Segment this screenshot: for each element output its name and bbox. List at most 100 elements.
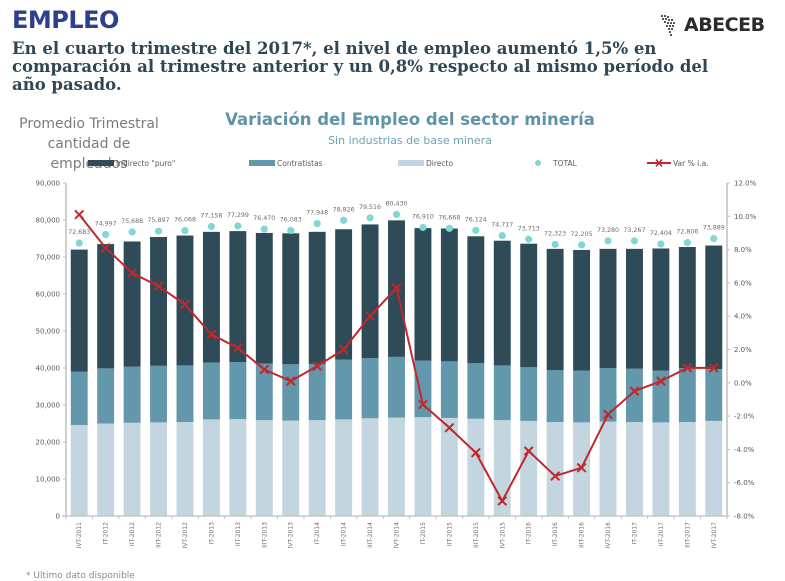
total-data-label: 73,267 [623, 227, 645, 234]
bar-contratistas [202, 362, 220, 420]
y2-tick-label: 12.0% [734, 180, 757, 188]
y-tick-label: 40,000 [36, 365, 61, 373]
x-tick-label: IIIT-2015 [473, 522, 480, 548]
bar-indirecto [308, 231, 326, 364]
legend-var-label: Var % i.a. [673, 159, 709, 168]
south-america-map-icon [661, 15, 675, 36]
bar-contratistas [440, 361, 458, 418]
var-marker-stroke [312, 361, 323, 372]
total-data-label: 76,470 [253, 215, 275, 222]
x-tick-label: IT-2015 [420, 522, 427, 545]
var-marker-stroke [576, 462, 587, 473]
bar-contratistas [599, 368, 617, 422]
total-dot [181, 226, 189, 235]
logo-text: ABECEB [684, 14, 765, 36]
total-dot [551, 240, 559, 249]
total-data-label: 76,124 [465, 216, 487, 223]
bar-directo [229, 419, 247, 516]
var-marker [418, 399, 428, 410]
y-tick-label: 90,000 [36, 180, 61, 188]
bar-contratistas [97, 368, 115, 424]
bar-indirecto [282, 233, 300, 365]
x-tick-label: IT-2014 [314, 522, 321, 545]
bar-directo [546, 422, 564, 516]
footnote: * Ultimo dato disponible [26, 571, 135, 581]
headline: En el cuarto trimestre del 2017*, el niv… [12, 39, 709, 94]
var-marker [232, 342, 243, 353]
var-marker [180, 299, 190, 310]
total-dot [75, 239, 83, 247]
var-marker [391, 282, 402, 293]
total-dot [366, 214, 374, 222]
bar-indirecto [123, 241, 141, 367]
total-data-label: 73,280 [597, 227, 619, 234]
total-dot [419, 223, 427, 232]
total-data-label: 74,997 [95, 221, 117, 228]
total-dot [498, 231, 506, 240]
x-tick-label: IVT-2015 [499, 522, 506, 549]
page-title: EMPLEO [12, 6, 119, 34]
x-tick-label: IIT-2014 [341, 522, 348, 546]
var-marker-stroke [74, 209, 85, 220]
x-tick-label: IIT-2013 [235, 522, 242, 546]
var-marker [444, 422, 455, 433]
bar-contratistas [229, 362, 247, 420]
bar-directo [335, 419, 353, 516]
bar-contratistas [335, 359, 353, 420]
total-dot [313, 219, 321, 228]
var-marker-stroke [232, 342, 243, 353]
var-marker-stroke [655, 376, 666, 387]
var-marker [497, 496, 508, 506]
x-tick-label: IVT-2016 [605, 522, 612, 549]
bar-contratistas [150, 365, 168, 423]
total-data-label: 78,826 [333, 206, 355, 213]
y-tick-label: 10,000 [36, 476, 61, 484]
bar-indirecto [467, 236, 485, 364]
x-tick-label: IIIT-2016 [579, 522, 586, 548]
legend-directo: Directo [398, 159, 453, 168]
y-tick-label: 30,000 [36, 402, 61, 410]
bar-contratistas [467, 363, 485, 419]
bar-indirecto [414, 228, 432, 361]
var-marker [576, 462, 587, 473]
legend-total-label: TOTAL [552, 159, 578, 168]
total-dot [472, 226, 480, 234]
bar-indirecto [573, 249, 591, 371]
total-data-label: 80,430 [385, 200, 407, 207]
var-marker [74, 209, 85, 220]
bar-indirecto [335, 229, 353, 360]
var-marker-stroke [497, 496, 508, 506]
var-marker-stroke [603, 409, 613, 420]
total-data-label: 73,713 [518, 225, 540, 232]
y2-tick-label: -8.0% [734, 513, 755, 521]
y2-tick-label: 10.0% [734, 213, 757, 221]
var-line-layer [74, 209, 719, 506]
bar-directo [70, 424, 88, 516]
y2-tick-label: 4.0% [734, 313, 752, 321]
x-tick-label: IIIT-2014 [367, 522, 374, 548]
y2-tick-label: -2.0% [734, 413, 755, 421]
var-marker [338, 344, 349, 355]
legend-indirecto: Indirecto "puro" [88, 159, 175, 168]
bar-indirecto [705, 245, 723, 370]
total-data-label: 73,889 [703, 225, 725, 232]
legend-indirecto-label: Indirecto "puro" [116, 159, 175, 168]
bar-directo [652, 422, 670, 516]
bar-directo [123, 422, 141, 516]
bar-directo [573, 422, 591, 516]
y2-tick-label: 0.0% [734, 379, 752, 387]
y-axis-label: Promedio Trimestral cantidad de empleado… [14, 114, 164, 174]
total-data-label: 72,806 [676, 229, 698, 236]
bar-directo [599, 421, 617, 516]
x-tick-label: IVT-2017 [711, 522, 718, 549]
bar-contratistas [361, 358, 379, 419]
legend-var: Var % i.a. [647, 158, 709, 168]
bar-contratistas [705, 369, 723, 421]
legend: Indirecto "puro" Contratistas Directo TOTAL… [88, 158, 709, 168]
var-marker [603, 409, 613, 420]
y2-tick-label: -6.0% [734, 479, 755, 487]
x-tick-label: IVT-2012 [182, 522, 189, 549]
var-marker-stroke [100, 243, 111, 253]
total-data-label: 77,158 [200, 213, 222, 220]
bar-contratistas [70, 371, 88, 425]
